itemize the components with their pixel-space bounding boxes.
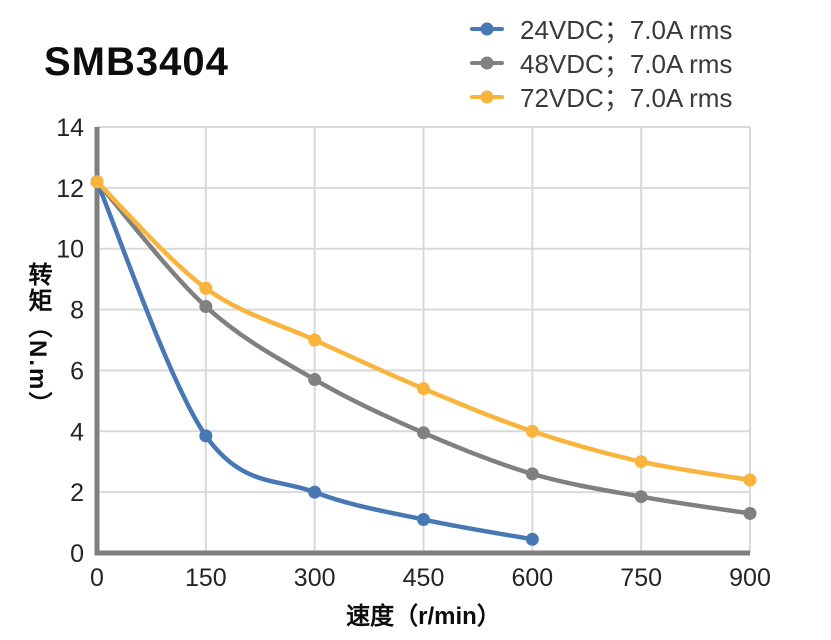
series-line-24vdc — [94, 179, 535, 542]
legend-line-dot-icon — [470, 90, 504, 103]
y-tick-label-10: 10 — [56, 236, 84, 264]
legend-line-dot-icon — [470, 22, 504, 35]
data-point-72vdc-600 — [525, 424, 539, 438]
legend-label-48vdc: 48VDC；7.0A rms — [520, 49, 733, 79]
y-tick-label-4: 4 — [70, 418, 84, 446]
data-point-72vdc-900 — [743, 473, 757, 487]
data-point-48vdc-150 — [199, 300, 213, 314]
x-tick-label-150: 150 — [185, 564, 227, 592]
data-point-72vdc-300 — [308, 333, 322, 347]
y-tick-label-12: 12 — [56, 175, 84, 203]
data-point-48vdc-900 — [743, 506, 757, 520]
page-title: SMB3404 — [44, 40, 229, 84]
y-tick-label-2: 2 — [70, 479, 84, 507]
data-point-48vdc-600 — [525, 467, 539, 481]
x-tick-label-300: 300 — [294, 564, 336, 592]
legend-label-72vdc: 72VDC；7.0A rms — [520, 83, 733, 113]
legend-item-48vdc: 48VDC；7.0A rms — [470, 46, 732, 79]
y-tick-label-6: 6 — [70, 357, 84, 385]
data-point-48vdc-750 — [634, 490, 648, 504]
data-point-48vdc-300 — [308, 373, 322, 387]
legend-dot-icon — [480, 90, 494, 103]
data-point-48vdc-450 — [417, 426, 430, 440]
data-point-72vdc-150 — [199, 281, 213, 295]
data-point-24vdc-150 — [199, 429, 213, 443]
y-tick-label-0: 0 — [70, 540, 84, 568]
series-72vdc — [90, 175, 757, 487]
y-axis-title: 转矩（N.m） — [24, 262, 51, 418]
legend-label-24vdc: 24VDC；7.0A rms — [520, 15, 733, 45]
legend-dot-icon — [480, 22, 494, 35]
data-point-24vdc-300 — [308, 485, 322, 499]
legend-dot-icon — [480, 56, 494, 69]
data-point-72vdc-750 — [634, 455, 648, 469]
y-tick-label-14: 14 — [56, 114, 84, 142]
x-tick-label-600: 600 — [511, 564, 553, 592]
legend-item-72vdc: 72VDC；7.0A rms — [470, 80, 732, 113]
x-axis-title: 速度（r/min） — [346, 603, 501, 630]
legend-item-24vdc: 24VDC；7.0A rms — [470, 12, 732, 45]
chart-legend: 24VDC；7.0A rms 48VDC；7.0A rms 72VDC；7.0A… — [470, 12, 732, 113]
data-point-24vdc-600 — [525, 532, 539, 546]
x-tick-label-750: 750 — [620, 564, 662, 592]
x-tick-label-900: 900 — [729, 564, 771, 592]
data-point-72vdc-450 — [417, 382, 430, 396]
y-tick-label-8: 8 — [70, 297, 84, 325]
x-tick-label-0: 0 — [90, 564, 104, 592]
x-tick-label-450: 450 — [403, 564, 445, 592]
data-point-24vdc-450 — [417, 513, 430, 527]
legend-line-dot-icon — [470, 56, 504, 69]
data-point-72vdc-0 — [90, 175, 104, 189]
